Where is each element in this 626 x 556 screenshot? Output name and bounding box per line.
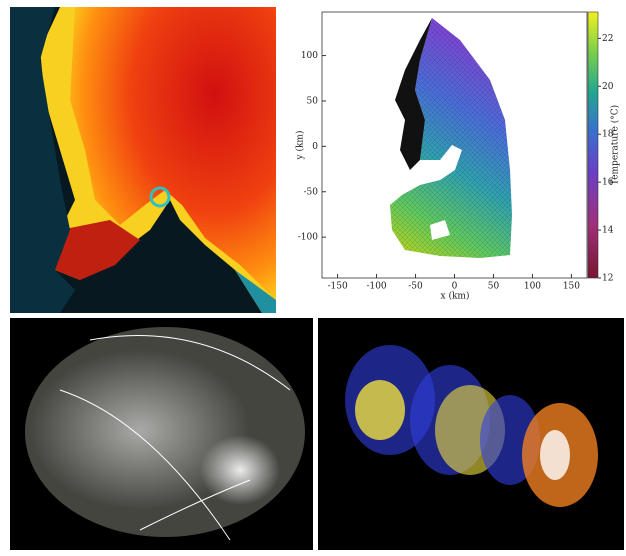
globe-image (10, 318, 313, 550)
x-tick-label: 50 (488, 282, 500, 292)
x-axis-label: x (km) (441, 291, 470, 302)
y-tick-label: 50 (307, 96, 319, 106)
x-tick-label: -50 (408, 282, 423, 292)
y-axis-label: y (km) (295, 131, 306, 161)
y-tick-label: 100 (301, 51, 318, 61)
colorbar-tick-label: 22 (602, 34, 613, 44)
colorbar-label: Temperature (°C) (610, 105, 621, 185)
field-image (318, 318, 624, 550)
x-tick-label: -150 (327, 282, 347, 292)
colorbar-tick-label: 20 (602, 82, 614, 92)
mesh-plot: x (km) y (km) Temperature (°C) (295, 11, 621, 302)
simulation-image (10, 7, 276, 313)
colorbar-tick-label: 16 (602, 178, 614, 188)
y-tick-label: 0 (312, 142, 318, 152)
x-tick-label: 100 (524, 282, 541, 292)
y-tick-label: -100 (298, 233, 318, 243)
y-tick-label: -50 (304, 187, 319, 197)
x-tick-label: 150 (563, 282, 580, 292)
colorbar-tick-label: 14 (602, 226, 614, 236)
x-tick-label: 0 (452, 282, 458, 292)
colorbar-tick-label: 12 (602, 274, 613, 284)
colorbar-tick-label: 18 (602, 130, 614, 140)
x-tick-label: -100 (366, 282, 386, 292)
